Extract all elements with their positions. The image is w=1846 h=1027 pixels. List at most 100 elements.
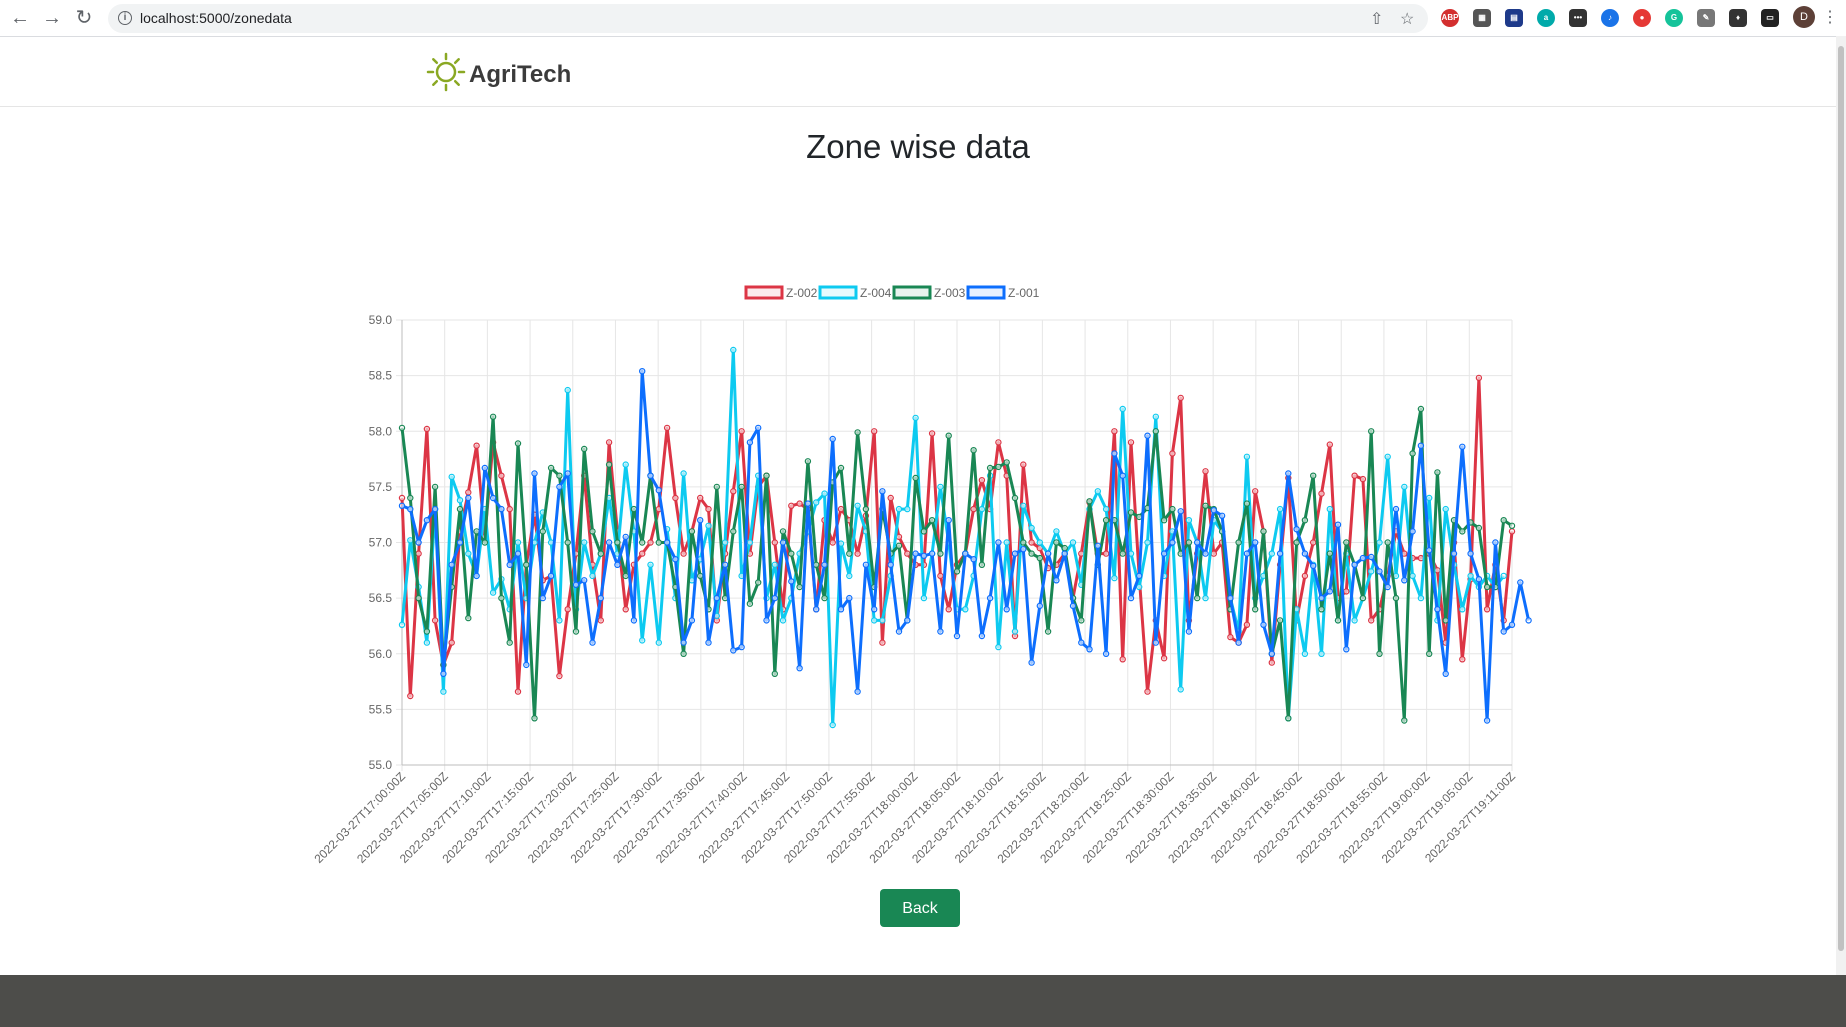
address-bar[interactable]: i localhost:5000/zonedata ⇧ ☆ xyxy=(108,4,1428,33)
site-info-icon[interactable]: i xyxy=(118,11,132,25)
data-point xyxy=(1011,494,1019,502)
data-point xyxy=(1053,528,1060,535)
data-point xyxy=(1475,524,1483,532)
data-point xyxy=(1517,579,1524,586)
kebab-menu-icon[interactable]: ⋮ xyxy=(1822,9,1838,26)
data-point xyxy=(937,550,944,557)
data-point xyxy=(398,502,406,509)
data-point xyxy=(589,639,596,646)
data-point xyxy=(1276,505,1284,513)
headphone-extension-icon[interactable]: ♪ xyxy=(1601,9,1619,27)
data-point xyxy=(1119,656,1126,663)
data-point xyxy=(895,542,903,549)
document-extension-icon[interactable]: ▤ xyxy=(1505,9,1523,27)
data-point xyxy=(514,539,522,546)
data-point xyxy=(846,572,853,580)
data-point xyxy=(1293,539,1300,546)
data-point xyxy=(796,583,803,591)
y-tick-label: 55.0 xyxy=(369,758,393,772)
data-point xyxy=(1053,577,1060,584)
data-point xyxy=(746,539,754,546)
data-point xyxy=(415,594,422,602)
data-point xyxy=(1028,539,1035,546)
data-point xyxy=(564,539,571,546)
grammar-extension-icon[interactable]: a xyxy=(1537,9,1555,27)
qr-extension-icon[interactable]: ▦ xyxy=(1473,9,1491,27)
record-extension-icon[interactable]: ● xyxy=(1633,9,1651,27)
data-point xyxy=(788,550,795,557)
data-point xyxy=(1310,562,1317,570)
scrollbar-thumb[interactable] xyxy=(1838,46,1844,951)
data-point xyxy=(771,670,778,677)
data-point xyxy=(440,688,447,695)
legend-item-z-001: Z-001 xyxy=(966,285,1040,300)
data-point xyxy=(1334,521,1342,528)
data-point xyxy=(622,461,629,468)
data-point xyxy=(1243,500,1251,507)
eyedropper-extension-icon[interactable]: ✎ xyxy=(1697,9,1715,27)
data-point xyxy=(912,414,919,422)
data-point xyxy=(1359,594,1367,602)
y-tick-label: 58.5 xyxy=(369,369,393,383)
page-scrollbar[interactable] xyxy=(1836,36,1846,975)
data-point xyxy=(456,496,464,504)
data-point xyxy=(514,688,522,695)
data-point xyxy=(1351,617,1358,624)
adblock-extension-icon[interactable]: ABP xyxy=(1441,9,1459,27)
data-point xyxy=(837,606,845,613)
data-point xyxy=(1194,594,1201,602)
data-point xyxy=(1227,594,1234,602)
data-point xyxy=(697,572,704,580)
data-point xyxy=(597,617,604,624)
data-point xyxy=(1028,659,1035,666)
data-point xyxy=(920,552,928,559)
data-point xyxy=(1102,550,1110,557)
reload-icon[interactable]: ↻ xyxy=(75,7,93,29)
data-point xyxy=(1260,621,1267,628)
legend-swatch xyxy=(892,285,932,300)
profile-avatar[interactable]: D xyxy=(1793,6,1815,28)
data-point xyxy=(821,561,828,568)
data-point xyxy=(1459,443,1466,450)
data-point xyxy=(639,539,646,546)
data-point xyxy=(813,561,820,568)
bookmark-star-icon[interactable]: ☆ xyxy=(1400,11,1415,28)
extensions-puzzle-icon[interactable]: ♦ xyxy=(1729,9,1747,27)
data-point xyxy=(879,488,886,495)
data-point xyxy=(1442,505,1449,513)
data-point xyxy=(1020,546,1027,553)
data-point xyxy=(1119,472,1126,479)
data-point xyxy=(945,432,952,439)
data-point xyxy=(1020,502,1027,509)
address-bar-url[interactable]: localhost:5000/zonedata xyxy=(140,10,292,26)
data-point xyxy=(1401,483,1408,491)
data-point xyxy=(895,505,903,513)
data-point xyxy=(1078,639,1085,646)
data-point xyxy=(928,550,936,557)
data-point xyxy=(1194,539,1201,546)
data-point xyxy=(639,550,646,557)
data-point xyxy=(904,550,911,557)
data-point xyxy=(498,505,505,513)
data-point xyxy=(630,617,638,624)
data-point xyxy=(755,579,762,586)
share-icon[interactable]: ⇧ xyxy=(1370,11,1384,28)
data-point xyxy=(1318,594,1325,602)
data-point xyxy=(647,472,654,479)
password-extension-icon[interactable]: ••• xyxy=(1569,9,1587,27)
data-point xyxy=(423,639,431,646)
data-point xyxy=(1036,602,1044,610)
forward-arrow-icon[interactable]: → xyxy=(42,7,62,29)
legend-item-z-003: Z-003 xyxy=(892,285,966,300)
data-point xyxy=(738,483,745,491)
grammarly-extension-icon[interactable]: G xyxy=(1665,9,1683,27)
data-point xyxy=(1177,508,1184,515)
back-button[interactable]: Back xyxy=(880,889,960,927)
data-point xyxy=(962,606,969,613)
data-point xyxy=(506,561,513,568)
data-point xyxy=(1003,539,1010,546)
data-point xyxy=(895,628,903,635)
data-point xyxy=(829,539,836,546)
side-panel-icon[interactable]: ▭ xyxy=(1761,9,1779,27)
back-arrow-icon[interactable]: ← xyxy=(10,7,30,29)
